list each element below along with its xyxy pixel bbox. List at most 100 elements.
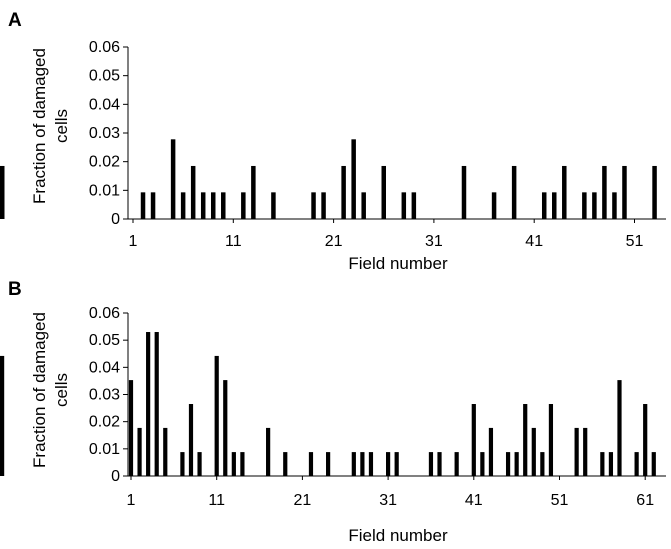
x-tick-label: 61 [636,492,654,509]
x-tick-label: 51 [551,492,569,509]
panel-a-ylabel-line2: cells [52,109,71,143]
x-tick-label: 51 [626,233,644,250]
bar [154,332,159,476]
panel-b-x-ticks: 1 11 21 31 41 51 61 [127,476,654,509]
panel-b-bars [0,332,656,476]
bar [221,192,226,219]
bar [428,452,434,476]
y-tick-label: 0.01 [89,441,120,458]
panel-b-chart: B Fraction of damaged cells 0 0.01 0.02 0.0… [0,279,666,545]
bar [617,380,622,476]
y-tick-label: 0.06 [89,39,120,56]
y-tick-label: 0.03 [89,125,120,142]
bar [652,165,657,219]
bar [197,452,202,476]
panel-b-ylabel-line2: cells [52,373,71,407]
bar [326,452,331,476]
x-tick-label: 41 [465,492,483,509]
x-tick-label: 1 [129,233,138,250]
bar [341,165,346,219]
y-tick-label: 0.03 [89,387,120,404]
bar [351,452,356,476]
bar [360,452,365,476]
bar [394,452,399,476]
bar [541,192,547,219]
bar [223,380,228,476]
bar [0,355,5,476]
bar [552,192,557,219]
bar [128,380,134,476]
y-tick-label: 0.02 [89,154,120,171]
bar [150,192,156,219]
bar [643,404,648,476]
bar [514,452,519,476]
panel-a-xlabel: Field number [348,254,448,273]
panel-a-y-ticks: 0 0.01 0.02 0.03 0.04 0.05 0.06 [89,39,128,228]
bar [283,452,288,476]
panel-a-label: A [8,10,22,31]
bar [582,192,587,219]
bar [241,192,246,219]
bar [574,427,579,476]
panel-b-y-ticks: 0 0.01 0.02 0.03 0.04 0.05 0.06 [89,305,128,485]
x-tick-label: 31 [379,492,397,509]
bar [622,165,627,219]
bar [170,139,176,219]
panel-b-ylabel-line1: Fraction of damaged [30,312,49,468]
y-tick-label: 0.02 [89,414,120,431]
bar [137,427,142,476]
bar [308,452,314,476]
bar [608,452,614,476]
bar [540,452,545,476]
bar [381,165,386,219]
bar [180,192,186,219]
bar [0,165,5,219]
panel-a-ylabel-line1: Fraction of damaged [30,48,49,204]
x-tick-label: 21 [294,492,312,509]
bar [471,404,476,476]
x-tick-label: 11 [208,492,225,509]
y-tick-label: 0 [111,468,120,485]
bar [146,332,151,476]
y-tick-label: 0.05 [89,68,120,85]
bar [505,452,511,476]
bar [200,192,206,219]
bar [251,165,256,219]
bar [271,192,276,219]
bar [548,404,554,476]
panel-a-x-ticks: 1 11 21 31 41 51 [129,219,644,250]
x-tick-label: 31 [425,233,443,250]
panel-b-label: B [8,279,22,300]
panel-a-bars [0,139,657,219]
y-tick-label: 0.06 [89,305,120,322]
bar [491,192,497,219]
bar [231,452,236,476]
bar [401,192,407,219]
bar [634,452,639,476]
bar [480,452,485,476]
panel-b-xlabel: Field number [348,526,448,545]
x-tick-label: 11 [225,233,242,250]
bar [562,165,567,219]
bar [511,165,517,219]
y-tick-label: 0.04 [89,96,120,113]
bar [583,427,588,476]
bar [321,192,326,219]
bar [240,452,245,476]
y-tick-label: 0 [111,211,120,228]
panel-a-chart: A Fraction of damaged cells 0 0.01 0.02 0.0… [0,10,666,273]
bar [488,427,494,476]
bar [600,452,605,476]
bar [266,427,271,476]
bar [651,452,656,476]
bar [523,404,528,476]
bar [180,452,185,476]
x-tick-label: 21 [325,233,343,250]
y-tick-label: 0.05 [89,332,120,349]
bar [454,452,459,476]
bar [214,355,219,476]
bar [210,192,216,219]
bar [368,452,374,476]
bar [411,192,417,219]
bar [188,404,194,476]
